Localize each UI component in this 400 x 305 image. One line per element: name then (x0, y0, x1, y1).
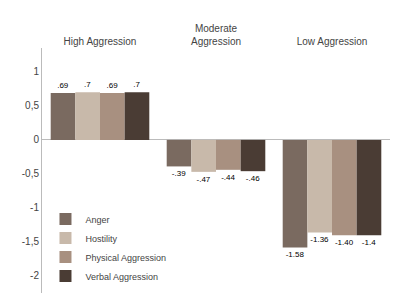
svg-text:-.46: -.46 (246, 174, 260, 183)
svg-text:1: 1 (33, 66, 39, 77)
svg-text:-1.40: -1.40 (335, 238, 354, 247)
svg-text:.7: .7 (84, 80, 91, 89)
svg-text:-2: -2 (30, 270, 39, 281)
svg-text:.69: .69 (57, 81, 69, 90)
svg-text:0,5: 0,5 (25, 100, 39, 111)
svg-text:High Aggression: High Aggression (64, 36, 137, 47)
svg-text:-.47: -.47 (197, 175, 211, 184)
svg-text:-.39: -.39 (172, 169, 186, 178)
svg-text:ModerateAggression: ModerateAggression (191, 23, 241, 47)
svg-text:-1.4: -1.4 (362, 238, 376, 247)
svg-text:0: 0 (33, 134, 39, 145)
svg-text:-1,5: -1,5 (22, 236, 40, 247)
svg-text:Anger: Anger (85, 215, 109, 225)
svg-text:Hostility: Hostility (85, 234, 117, 244)
svg-text:-1.36: -1.36 (310, 235, 329, 244)
svg-text:-0,5: -0,5 (22, 168, 40, 179)
svg-text:-1.58: -1.58 (286, 250, 305, 259)
svg-text:.7: .7 (133, 80, 140, 89)
svg-text:Verbal Aggression: Verbal Aggression (85, 272, 158, 282)
svg-text:-.44: -.44 (221, 173, 235, 182)
svg-text:-1: -1 (30, 202, 39, 213)
svg-text:Low Aggression: Low Aggression (297, 36, 368, 47)
svg-text:.69: .69 (106, 81, 118, 90)
svg-text:Physical Aggression: Physical Aggression (85, 253, 166, 263)
